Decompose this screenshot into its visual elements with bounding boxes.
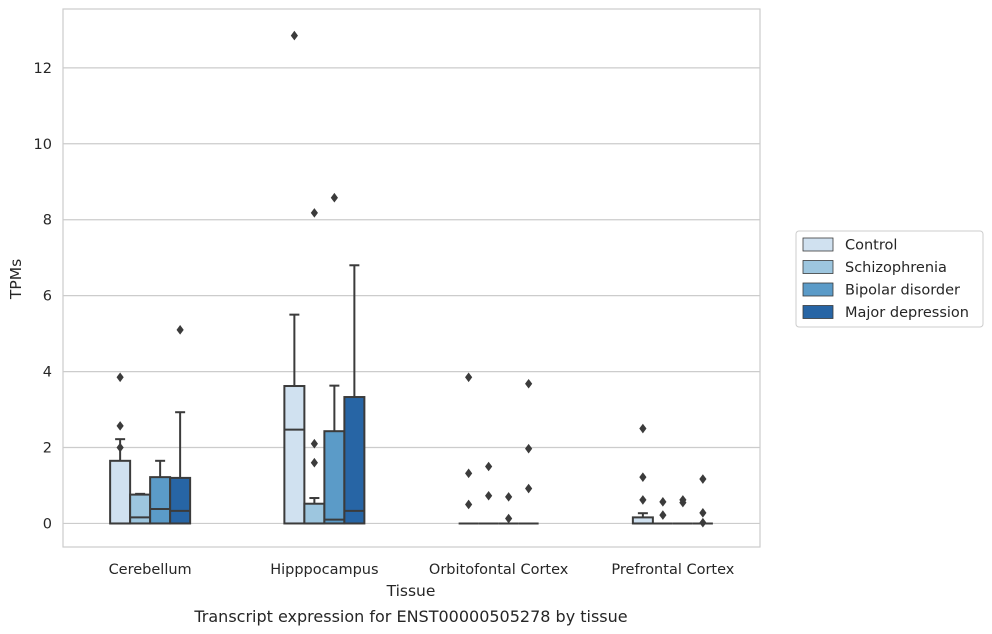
outlier-point-major-depression-prefrontal-cortex-2	[699, 474, 707, 484]
x-tick-label-orbitofontal-cortex: Orbitofontal Cortex	[429, 562, 569, 578]
outlier-point-control-prefrontal-cortex-0	[639, 495, 647, 505]
y-tick-label-0: 0	[43, 516, 52, 532]
x-tick-label-prefrontal-cortex: Prefrontal Cortex	[611, 562, 734, 578]
legend-frame	[795, 230, 984, 328]
box-body-schizophrenia-hipppocampus	[303, 502, 326, 525]
box-body-bipolar-disorder-hipppocampus	[323, 430, 346, 525]
box-bipolar-disorder-cerebellum	[149, 459, 172, 525]
outlier-point-bipolar-disorder-prefrontal-cortex-1	[679, 495, 687, 505]
y-tick-label-8: 8	[43, 213, 52, 229]
outlier-point-schizophrenia-prefrontal-cortex-1	[659, 497, 667, 507]
outlier-point-major-depression-orbitofontal-cortex-2	[525, 378, 533, 389]
box-major-depression-cerebellum	[169, 325, 192, 525]
outlier-point-schizophrenia-orbitofontal-cortex-0	[485, 490, 493, 501]
box-control-prefrontal-cortex	[631, 423, 654, 525]
box-major-depression-prefrontal-cortex	[692, 474, 713, 528]
outlier-point-control-orbitofontal-cortex-2	[465, 372, 473, 383]
box-body-major-depression-cerebellum	[169, 476, 192, 525]
box-schizophrenia-prefrontal-cortex	[652, 497, 673, 525]
outlier-point-bipolar-disorder-orbitofontal-cortex-0	[505, 513, 513, 524]
outlier-point-major-depression-prefrontal-cortex-1	[699, 508, 707, 518]
box-bipolar-disorder-orbitofontal-cortex	[498, 492, 519, 525]
y-tick-label-12: 12	[34, 61, 52, 77]
box-control-hipppocampus	[283, 30, 306, 525]
legend-swatch-major-depression	[802, 305, 834, 319]
box-control-cerebellum	[109, 372, 132, 525]
box-body-schizophrenia-cerebellum	[129, 493, 152, 525]
x-tick-labels: Cerebellum Hipppocampus Orbitofontal Corte…	[109, 562, 735, 578]
outlier-point-schizophrenia-prefrontal-cortex-0	[659, 510, 667, 520]
box-major-depression-orbitofontal-cortex	[518, 378, 539, 525]
legend-swatch-control	[802, 237, 834, 252]
outlier-point-control-prefrontal-cortex-1	[639, 472, 647, 482]
box-schizophrenia-cerebellum	[129, 492, 152, 525]
outlier-point-control-cerebellum-2	[116, 372, 124, 383]
outlier-point-major-depression-orbitofontal-cortex-1	[525, 443, 533, 454]
box-body-control-cerebellum	[109, 459, 132, 525]
box-body-control-hipppocampus	[283, 385, 306, 525]
legend-label-major-depression: Major depression	[845, 305, 969, 321]
x-tick-label-hipppocampus: Hipppocampus	[270, 562, 378, 578]
outlier-point-bipolar-disorder-orbitofontal-cortex-1	[505, 492, 513, 502]
outlier-point-schizophrenia-hipppocampus-1	[310, 438, 318, 449]
box-body-major-depression-hipppocampus	[343, 396, 366, 525]
chart-caption: Transcript expression for ENST0000050527…	[193, 607, 627, 626]
outlier-point-control-orbitofontal-cortex-1	[465, 468, 473, 479]
legend-label-schizophrenia: Schizophrenia	[845, 260, 947, 276]
legend-label-control: Control	[845, 238, 897, 254]
y-tick-label-6: 6	[43, 289, 52, 305]
plot-area	[63, 9, 760, 547]
x-tick-label-cerebellum: Cerebellum	[109, 562, 192, 578]
box-body-bipolar-disorder-cerebellum	[149, 476, 172, 525]
legend: Control Schizophrenia Bipolar disorder M…	[795, 230, 984, 328]
outlier-point-major-depression-cerebellum-0	[176, 325, 184, 335]
box-bipolar-disorder-hipppocampus	[323, 192, 346, 525]
legend-label-bipolar: Bipolar disorder	[845, 283, 960, 299]
y-axis-label: TPMs	[7, 259, 25, 300]
outlier-point-bipolar-disorder-hipppocampus-0	[330, 192, 338, 203]
box-bipolar-disorder-prefrontal-cortex	[672, 495, 693, 525]
outlier-point-control-prefrontal-cortex-2	[639, 423, 647, 434]
outlier-point-control-cerebellum-1	[116, 421, 124, 431]
outlier-point-major-depression-orbitofontal-cortex-0	[525, 483, 533, 494]
y-tick-label-4: 4	[43, 365, 52, 381]
box-schizophrenia-hipppocampus	[303, 208, 326, 525]
outlier-point-control-orbitofontal-cortex-0	[465, 499, 473, 510]
box-major-depression-hipppocampus	[343, 264, 366, 525]
box-schizophrenia-orbitofontal-cortex	[478, 461, 499, 525]
outlier-point-schizophrenia-hipppocampus-2	[310, 208, 318, 218]
plot-frame	[62, 8, 761, 548]
y-tick-label-10: 10	[34, 137, 52, 153]
legend-swatch-bipolar	[802, 282, 834, 297]
box-control-orbitofontal-cortex	[458, 372, 479, 525]
outlier-point-schizophrenia-orbitofontal-cortex-1	[485, 461, 493, 472]
outlier-point-control-hipppocampus-0	[290, 30, 298, 41]
y-tick-label-2: 2	[43, 441, 52, 457]
outlier-point-schizophrenia-hipppocampus-0	[310, 457, 318, 468]
y-tick-labels: 0 2 4 6 8 10 12	[34, 61, 52, 533]
outlier-point-major-depression-prefrontal-cortex-0	[699, 517, 707, 528]
outlier-point-control-cerebellum-0	[116, 442, 124, 453]
legend-swatch-schizophrenia	[802, 260, 834, 274]
boxes	[109, 30, 713, 528]
x-axis-label: Tissue	[386, 582, 436, 600]
